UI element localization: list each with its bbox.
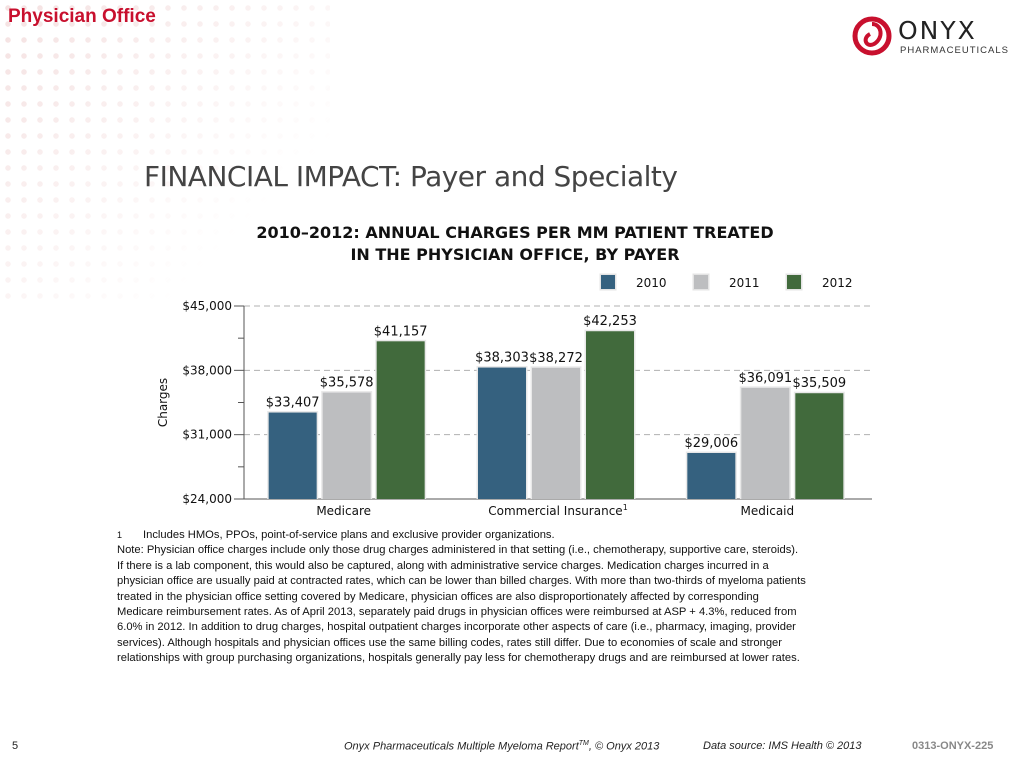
- bar-2012: [376, 341, 425, 499]
- footnote-marker: 1: [117, 530, 123, 540]
- note-line: If there is a lab component, this would …: [117, 559, 769, 572]
- onyx-logo: ONYX PHARMACEUTICALS: [852, 14, 1008, 58]
- note-paragraph: Note: Physician office charges include o…: [117, 543, 917, 666]
- page-number: 5: [12, 740, 19, 752]
- y-tick-label: $24,000: [182, 492, 232, 506]
- logo-subtitle: PHARMACEUTICALS: [900, 45, 1009, 56]
- bar-2010: [268, 412, 317, 499]
- trademark-mark: TM: [578, 740, 589, 747]
- data-label: $38,303: [475, 351, 529, 366]
- legend-swatch-2011: [694, 275, 708, 289]
- report-copyright: , © Onyx 2013: [588, 740, 660, 753]
- data-label: $42,253: [583, 314, 637, 329]
- bar-2012: [586, 331, 634, 499]
- data-source: Data source: IMS Health © 2013: [703, 740, 862, 752]
- data-label: $35,509: [792, 376, 846, 391]
- legend-swatch-2010: [601, 275, 615, 289]
- note-line: physician office are usually paid at con…: [117, 575, 806, 588]
- footnote: 1 Includes HMOs, PPOs, point-of-service p…: [117, 528, 917, 543]
- data-label: $35,578: [320, 376, 374, 391]
- data-label: $41,157: [374, 324, 428, 339]
- legend-swatch-2012: [787, 275, 801, 289]
- decorative-dot-pattern: [0, 0, 330, 300]
- y-tick-label: $31,000: [182, 428, 232, 442]
- report-name: Onyx Pharmaceuticals Multiple Myeloma Re…: [344, 740, 579, 753]
- document-code: 0313-ONYX-225: [912, 740, 994, 752]
- data-label: $36,091: [738, 371, 792, 386]
- onyx-swirl-icon: [852, 16, 892, 56]
- report-credit: Onyx Pharmaceuticals Multiple Myeloma Re…: [344, 740, 659, 753]
- bar-2011: [322, 392, 371, 499]
- y-tick-label: $38,000: [182, 363, 232, 377]
- page-title: FINANCIAL IMPACT: Payer and Specialty: [144, 160, 678, 193]
- bar-2012: [795, 393, 844, 499]
- logo-wordmark: ONYX: [898, 16, 977, 45]
- footnote-superscript: 1: [623, 503, 628, 512]
- bar-2010: [687, 452, 736, 499]
- x-tick-label: Medicare: [316, 504, 371, 518]
- data-label: $33,407: [266, 396, 320, 411]
- bar-chart: $24,000 $31,000 $38,000 $45,000 Charges $33,4…: [156, 273, 872, 518]
- notes-block: 1 Includes HMOs, PPOs, point-of-service p…: [117, 528, 917, 667]
- chart-title: 2010–2012: ANNUAL CHARGES PER MM PATIENT…: [230, 222, 800, 266]
- note-line: Note: Physician office charges include o…: [117, 544, 799, 557]
- note-line: Medicare reimbursement rates. As of Apri…: [117, 606, 797, 619]
- chart-title-line-2: IN THE PHYSICIAN OFFICE, BY PAYER: [350, 245, 680, 264]
- chart-title-line-1: 2010–2012: ANNUAL CHARGES PER MM PATIENT…: [256, 223, 774, 242]
- legend-label: 2010: [636, 276, 667, 290]
- note-line: relationships with group purchasing orga…: [117, 652, 800, 665]
- bar-2010: [478, 367, 526, 499]
- section-label: Physician Office: [8, 6, 156, 27]
- x-tick-label: Medicaid: [741, 504, 795, 518]
- note-line: 6.0% in 2012. In addition to drug charge…: [117, 621, 796, 634]
- data-label: $38,272: [529, 351, 583, 366]
- bar-2011: [741, 387, 790, 499]
- y-axis-label: Charges: [156, 378, 170, 427]
- note-line: treated in the physician office setting …: [117, 590, 759, 603]
- legend-label: 2012: [822, 276, 853, 290]
- y-tick-label: $45,000: [182, 299, 232, 313]
- data-label: $29,006: [684, 436, 738, 451]
- legend-label: 2011: [729, 276, 760, 290]
- bar-2011: [532, 367, 580, 499]
- note-line: services). Although hospitals and physic…: [117, 636, 782, 649]
- footnote-text: Includes HMOs, PPOs, point-of-service pl…: [143, 529, 555, 541]
- x-tick-label: Commercial Insurance1: [488, 503, 628, 518]
